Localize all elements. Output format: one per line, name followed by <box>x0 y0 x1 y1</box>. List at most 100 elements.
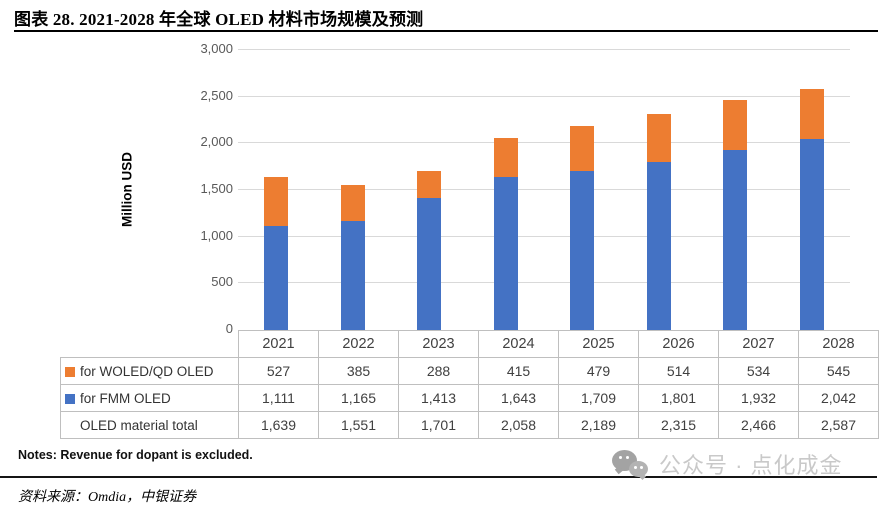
wechat-eye <box>634 465 637 469</box>
bar-segment-woled-qd-oled <box>799 88 824 140</box>
y-tick-label: 2,500 <box>200 87 233 103</box>
bar-segment-fmm-oled <box>417 198 442 330</box>
table-header-row: 2021 2022 2023 2024 2025 2026 2027 2028 <box>61 330 879 358</box>
table-row: OLED material total 1,639 1,551 1,701 2,058 2… <box>60 411 879 439</box>
bar-2027 <box>723 50 748 330</box>
wechat-eye <box>640 465 643 469</box>
bar-segment-woled-qd-oled <box>340 185 365 222</box>
bar-segment-fmm-oled <box>340 221 365 330</box>
bar-2024 <box>493 50 518 330</box>
data-table: 2021 2022 2023 2024 2025 2026 2027 2028 for WOLE… <box>60 330 879 439</box>
value-cell: 2,466 <box>718 411 799 439</box>
table-row: for FMM OLED 1,111 1,165 1,413 1,643 1,709 1,8… <box>60 384 879 412</box>
year-header-cell: 2025 <box>558 330 639 358</box>
y-axis-title: Million USD <box>119 152 135 227</box>
legend-swatch <box>65 393 75 404</box>
value-cell: 288 <box>398 357 479 385</box>
title-underline <box>14 30 878 32</box>
value-cell: 1,551 <box>318 411 399 439</box>
bar-segment-woled-qd-oled <box>723 99 748 150</box>
bar-segment-woled-qd-oled <box>264 177 289 227</box>
year-header-cell: 2027 <box>718 330 799 358</box>
plot-area <box>238 49 850 330</box>
y-tick-label: 0 <box>225 321 233 336</box>
bar-2023 <box>417 50 442 330</box>
bar-segment-fmm-oled <box>723 149 748 330</box>
bar-segment-woled-qd-oled <box>646 113 671 162</box>
value-cell: 2,189 <box>558 411 639 439</box>
bar-2026 <box>646 50 671 330</box>
legend-swatch <box>65 366 75 377</box>
value-cell: 385 <box>318 357 399 385</box>
wechat-bubble-small <box>629 460 648 477</box>
value-cell: 415 <box>478 357 559 385</box>
bar-2025 <box>570 50 595 330</box>
value-cell: 1,413 <box>398 384 479 412</box>
y-tick-label: 500 <box>211 274 233 290</box>
gridline <box>238 49 850 50</box>
y-axis-ticks: 0 500 1,000 1,500 2,000 2,500 3,000 <box>150 0 233 345</box>
year-header-cell: 2028 <box>798 330 879 358</box>
wechat-icon <box>612 449 650 480</box>
gridline <box>238 189 850 190</box>
bar-2028 <box>799 50 824 330</box>
year-header-cell: 2023 <box>398 330 479 358</box>
bar-segment-fmm-oled <box>646 161 671 330</box>
row-label-text: for FMM OLED <box>80 390 171 406</box>
value-cell: 1,111 <box>238 384 319 412</box>
row-label-cell: OLED material total <box>60 411 239 439</box>
value-cell: 2,042 <box>798 384 879 412</box>
gridline <box>238 235 850 237</box>
wechat-eye <box>626 455 629 459</box>
value-cell: 527 <box>238 357 319 385</box>
bar-segment-fmm-oled <box>493 176 518 330</box>
year-header-cell: 2021 <box>238 330 319 358</box>
table-corner-cell <box>61 331 239 358</box>
gridline <box>238 282 850 284</box>
table-row: for WOLED/QD OLED 527 385 288 415 479 514 534 54… <box>60 357 879 385</box>
gridline <box>238 142 850 144</box>
bar-segment-woled-qd-oled <box>417 171 442 199</box>
year-header-cell: 2026 <box>638 330 719 358</box>
value-cell: 1,932 <box>718 384 799 412</box>
value-cell: 2,315 <box>638 411 719 439</box>
value-cell: 2,587 <box>798 411 879 439</box>
value-cell: 1,639 <box>238 411 319 439</box>
y-tick-label: 1,000 <box>200 227 233 243</box>
watermark: 公众号 · 点化成金 <box>612 447 843 481</box>
row-label-cell: for FMM OLED <box>60 384 239 412</box>
value-cell: 1,709 <box>558 384 639 412</box>
y-tick-label: 2,000 <box>200 134 233 150</box>
figure-title: 图表 28. 2021-2028 年全球 OLED 材料市场规模及预测 <box>14 10 424 29</box>
value-cell: 1,701 <box>398 411 479 439</box>
gridline <box>238 95 850 97</box>
value-cell: 545 <box>798 357 879 385</box>
notes-text: Notes: Revenue for dopant is excluded. <box>18 448 253 462</box>
year-header-cell: 2022 <box>318 330 399 358</box>
bar-segment-woled-qd-oled <box>493 137 518 177</box>
row-label-text: OLED material total <box>80 417 198 433</box>
source-text: 资料来源：Omdia，中银证券 <box>18 490 197 505</box>
value-cell: 2,058 <box>478 411 559 439</box>
value-cell: 1,165 <box>318 384 399 412</box>
wechat-eye <box>619 455 622 459</box>
row-label-cell: for WOLED/QD OLED <box>60 357 239 385</box>
row-label-text: for WOLED/QD OLED <box>80 363 214 379</box>
bar-2021 <box>264 50 289 330</box>
bar-segment-woled-qd-oled <box>570 125 595 171</box>
bar-segment-fmm-oled <box>264 226 289 330</box>
y-tick-label: 3,000 <box>200 41 233 56</box>
value-cell: 514 <box>638 357 719 385</box>
bar-segment-fmm-oled <box>570 170 595 330</box>
watermark-text: 公众号 · 点化成金 <box>659 453 843 478</box>
bar-segment-fmm-oled <box>799 139 824 330</box>
table-body: 2021 2022 2023 2024 2025 2026 2027 2028 for WOLE… <box>60 330 879 439</box>
y-tick-label: 1,500 <box>200 181 233 196</box>
value-cell: 1,801 <box>638 384 719 412</box>
bar-2022 <box>340 50 365 330</box>
bottom-divider <box>0 476 877 478</box>
value-cell: 1,643 <box>478 384 559 412</box>
year-header-cell: 2024 <box>478 330 559 358</box>
value-cell: 479 <box>558 357 639 385</box>
